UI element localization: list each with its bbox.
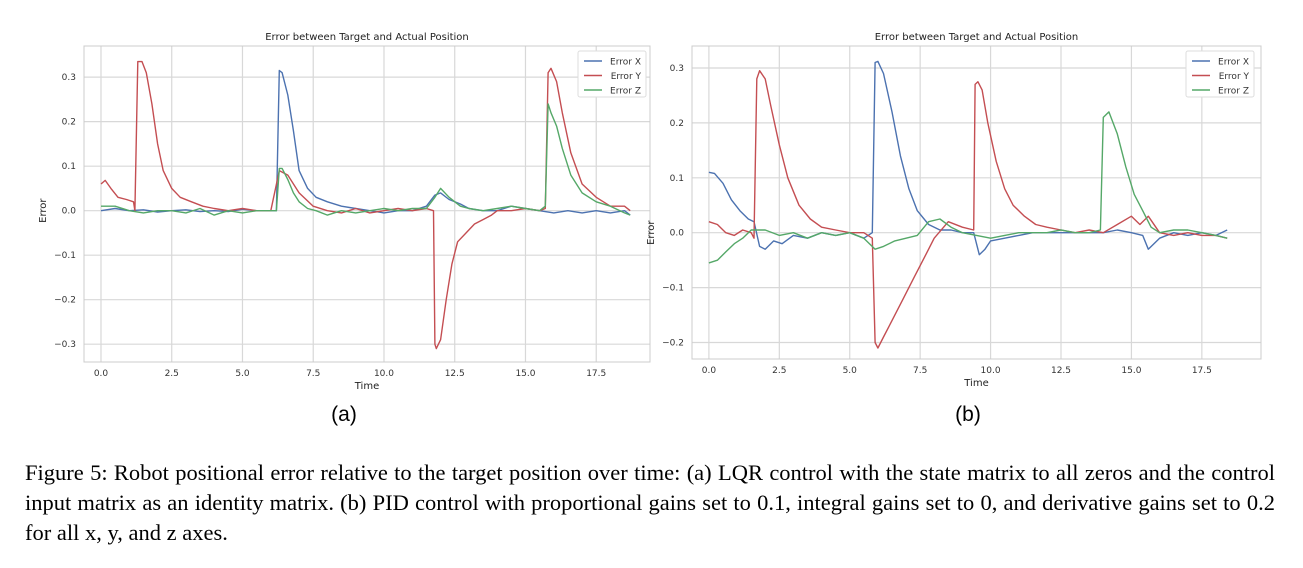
grid-lines <box>692 46 1261 359</box>
subfigure-label: (a) <box>331 403 357 426</box>
chart-panel-b: 0.0 2.5 5.0 7.5 10.0 12.5 15.0 17.5 0.3 0.2 0.1 0.0… <box>640 0 1303 440</box>
legend-label: Error Y <box>1219 72 1250 82</box>
x-axis-label: Time <box>963 378 988 389</box>
legend-label: Error Y <box>611 72 642 82</box>
x-tick-label: 10.0 <box>374 369 394 379</box>
y-tick-label: 0.2 <box>670 119 684 129</box>
series-line-error-x <box>100 69 631 216</box>
y-axis-label: Error <box>38 198 49 223</box>
y-tick-label: −0.2 <box>54 296 76 306</box>
chart-panel-a: 0.0 2.5 5.0 7.5 10.0 12.5 15.0 17.5 0.3 0.2 0.1 0.0… <box>0 0 660 440</box>
series-line-error-z <box>101 103 631 216</box>
y-tick-label: −0.1 <box>54 251 76 261</box>
x-tick-label: 12.5 <box>1051 366 1071 376</box>
chart-b-svg: 0.0 2.5 5.0 7.5 10.0 12.5 15.0 17.5 0.3 0.2 0.1 0.0… <box>646 32 1262 426</box>
y-tick-label: 0.1 <box>62 162 76 172</box>
y-tick-label: −0.3 <box>54 340 76 350</box>
x-tick-label: 7.5 <box>913 366 927 376</box>
legend-label: Error Z <box>1218 87 1249 97</box>
x-axis-label: Time <box>354 381 379 392</box>
x-tick-label: 7.5 <box>306 369 320 379</box>
chart-title: Error between Target and Actual Position <box>875 32 1079 43</box>
y-tick-label: 0.3 <box>62 73 76 83</box>
y-tick-label: 0.3 <box>670 64 684 74</box>
y-axis-label: Error <box>646 220 657 245</box>
x-tick-label: 0.0 <box>702 366 717 376</box>
y-tick-label: 0.0 <box>62 207 77 217</box>
series-line-error-y <box>708 70 1228 349</box>
y-tick-label: −0.1 <box>662 284 684 294</box>
x-tick-label: 12.5 <box>445 369 465 379</box>
x-tick-label: 0.0 <box>94 369 109 379</box>
legend-label: Error X <box>1218 58 1249 68</box>
legend: Error X Error Y Error Z <box>577 50 647 98</box>
y-tick-label: −0.2 <box>662 339 684 349</box>
plot-frame <box>83 45 651 363</box>
x-tick-label: 15.0 <box>515 369 535 379</box>
x-tick-label: 5.0 <box>235 369 250 379</box>
chart-title: Error between Target and Actual Position <box>265 32 469 43</box>
y-tick-label: 0.2 <box>62 118 76 128</box>
x-tick-label: 15.0 <box>1121 366 1141 376</box>
legend-box <box>1185 50 1255 98</box>
series-line-error-z <box>708 111 1228 264</box>
plot-frame <box>691 45 1262 360</box>
x-tick-label: 2.5 <box>772 366 786 376</box>
x-tick-label: 17.5 <box>1192 366 1212 376</box>
y-tick-label: 0.0 <box>670 229 685 239</box>
x-tick-label: 17.5 <box>586 369 606 379</box>
figure-caption: Figure 5: Robot positional error relativ… <box>25 460 1275 545</box>
legend: Error X Error Y Error Z <box>1185 50 1255 98</box>
x-tick-label: 10.0 <box>981 366 1001 376</box>
subfigure-label: (b) <box>955 403 981 426</box>
y-tick-label: 0.1 <box>670 174 684 184</box>
legend-label: Error X <box>610 58 641 68</box>
x-tick-label: 2.5 <box>165 369 179 379</box>
chart-a-svg: 0.0 2.5 5.0 7.5 10.0 12.5 15.0 17.5 0.3 0.2 0.1 0.0… <box>38 32 651 426</box>
grid-lines <box>84 46 650 362</box>
x-tick-label: 5.0 <box>843 366 858 376</box>
legend-label: Error Z <box>610 87 641 97</box>
legend-box <box>577 50 647 98</box>
series-line-error-y <box>100 60 631 350</box>
series-line-error-x <box>708 60 1228 256</box>
